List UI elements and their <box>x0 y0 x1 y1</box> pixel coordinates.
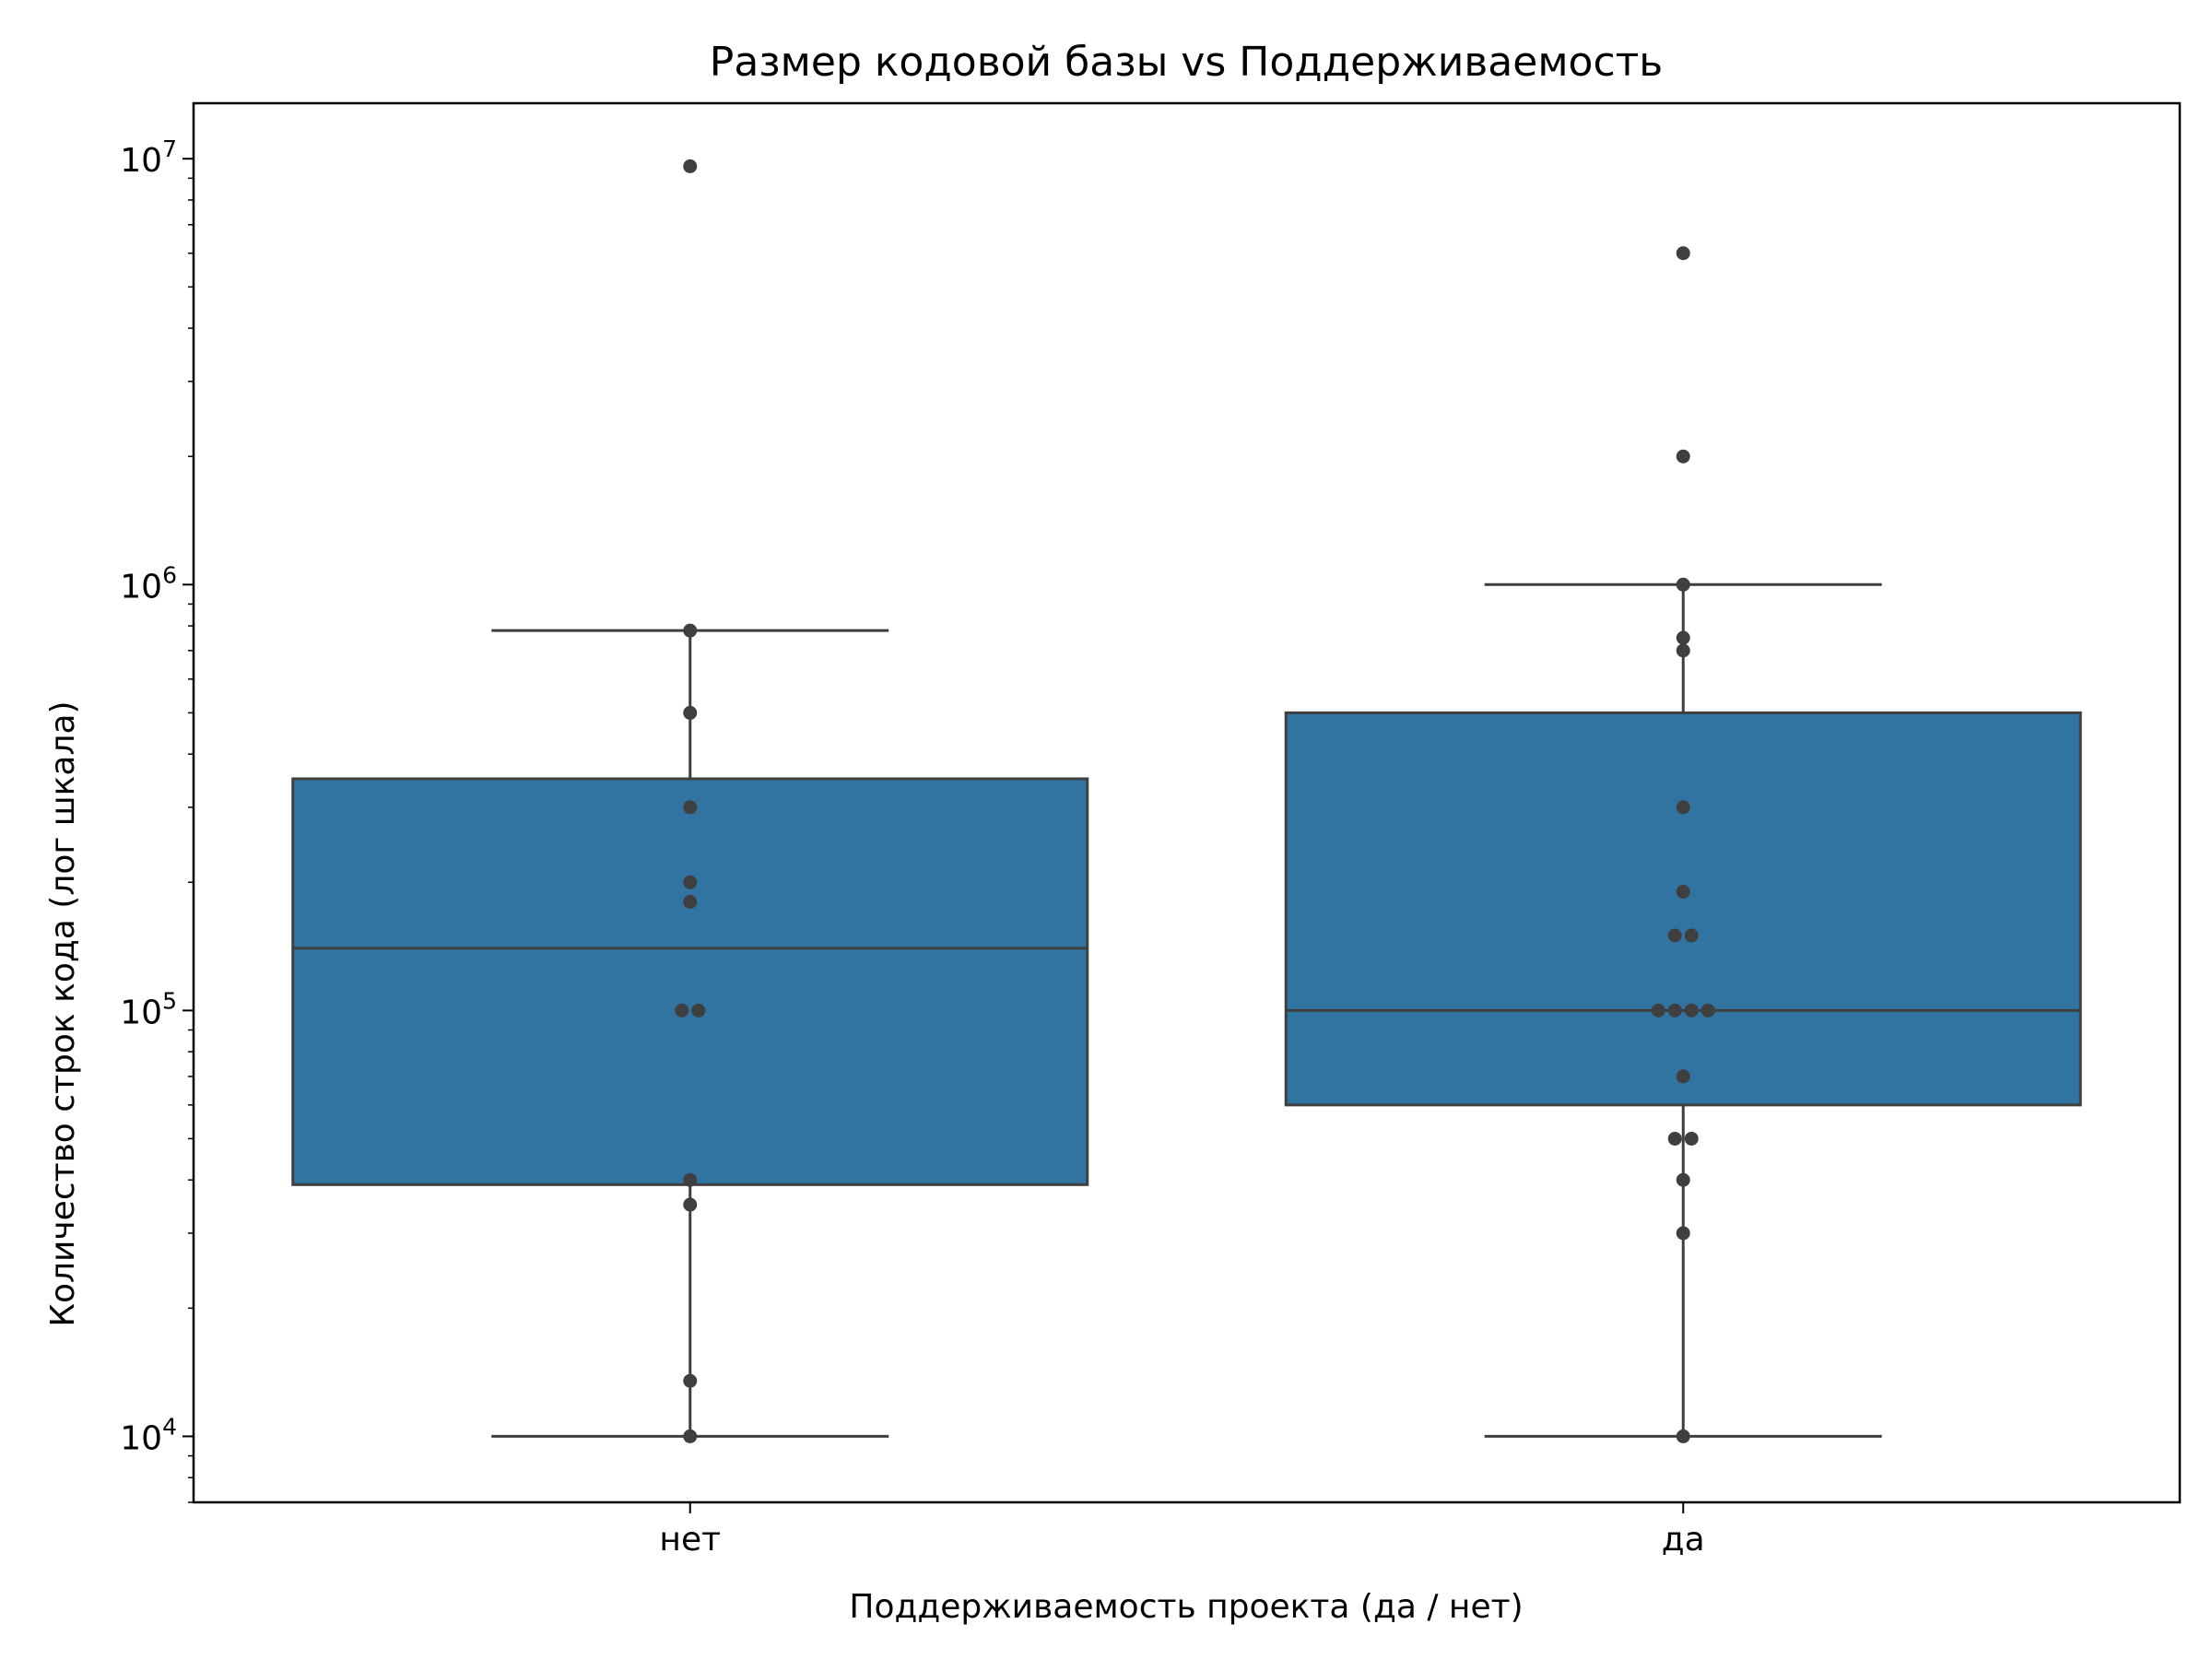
data-point <box>683 159 698 173</box>
y-tick-label: 107 <box>120 135 177 180</box>
data-point <box>683 1172 698 1187</box>
data-point <box>1676 1069 1690 1084</box>
data-point <box>1651 1003 1665 1018</box>
data-point <box>1676 800 1690 815</box>
data-point <box>1684 1131 1699 1146</box>
box-нет <box>291 777 1089 1186</box>
box-да <box>1284 711 2082 1107</box>
data-point <box>683 705 698 720</box>
data-point <box>1684 1003 1699 1018</box>
data-point <box>1676 885 1690 900</box>
data-point <box>683 1197 698 1212</box>
data-point <box>683 894 698 909</box>
data-point <box>1676 246 1690 261</box>
data-point <box>683 623 698 638</box>
data-point <box>1676 630 1690 645</box>
data-point <box>1676 449 1690 464</box>
plot-frame <box>192 101 2182 1504</box>
data-point <box>1676 1226 1690 1241</box>
data-point <box>1667 1003 1682 1018</box>
y-tick-label: 106 <box>120 561 177 606</box>
data-point <box>1667 928 1682 943</box>
data-point <box>1676 1172 1690 1187</box>
data-point <box>683 875 698 889</box>
data-point <box>1676 643 1690 658</box>
x-axis-label: Поддерживаемость проекта (да / нет) <box>849 1588 1523 1626</box>
data-point <box>683 1429 698 1443</box>
data-point <box>1667 1131 1682 1146</box>
data-point <box>1676 1429 1690 1443</box>
y-axis-label: Количество строк кода (лог шкала) <box>44 700 82 1326</box>
data-point <box>683 1373 698 1388</box>
data-point <box>1684 928 1699 943</box>
x-tick-label: да <box>1662 1521 1705 1559</box>
data-point <box>1700 1003 1715 1018</box>
data-point <box>683 800 698 815</box>
y-tick-label: 105 <box>120 987 177 1031</box>
data-point <box>1676 577 1690 592</box>
data-point <box>675 1003 689 1018</box>
chart-title: Размер кодовой базы vs Поддерживаемость <box>710 39 1663 86</box>
plot-area: 104 105 106 107 нет да <box>120 135 2082 1559</box>
x-tick-label: нет <box>659 1521 721 1559</box>
data-point <box>691 1003 706 1018</box>
y-tick-label: 104 <box>120 1413 177 1457</box>
